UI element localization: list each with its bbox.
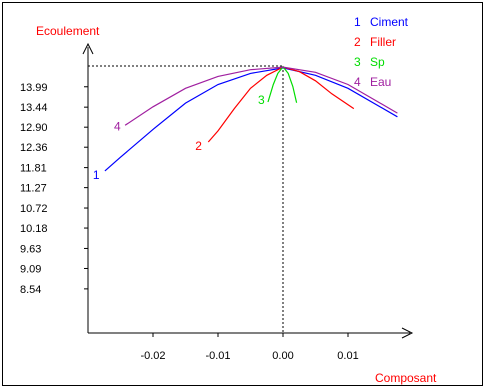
legend-id: 2 <box>354 35 361 49</box>
y-tick-label: 11.81 <box>20 163 47 175</box>
x-axis-label: Composant <box>375 371 437 385</box>
x-tick-label: 0.00 <box>272 350 293 362</box>
chart-frame <box>2 2 483 386</box>
legend-id: 4 <box>354 75 361 89</box>
legend-label: Sp <box>370 55 385 69</box>
y-tick-label: 9.63 <box>20 243 41 255</box>
y-tick-label: 10.72 <box>20 203 48 215</box>
series-line-filler <box>207 66 355 143</box>
y-tick-label: 10.18 <box>20 223 48 235</box>
series-line-eau <box>124 66 398 126</box>
y-tick-label: 8.54 <box>20 284 41 296</box>
series-end-labels: 1 2 3 4 <box>93 93 265 182</box>
y-tick-label: 12.90 <box>20 122 48 134</box>
axes <box>82 42 414 339</box>
legend-label: Eau <box>370 75 391 89</box>
y-tick-label: 13.44 <box>20 102 48 114</box>
legend: 1 Ciment 2 Filler 3 Sp 4 Eau <box>354 15 409 89</box>
y-tick-label: 11.27 <box>20 183 47 195</box>
y-tick-label: 12.36 <box>20 142 48 154</box>
y-tick-label: 13.99 <box>20 82 48 94</box>
series-end-label: 3 <box>258 93 265 107</box>
x-axis-arrow <box>401 327 414 339</box>
series-end-label: 2 <box>195 139 202 153</box>
x-ticks: -0.02 -0.01 0.00 0.01 <box>140 333 359 362</box>
series-group <box>104 65 398 172</box>
series-end-label: 4 <box>114 119 121 133</box>
x-tick-label: 0.01 <box>337 350 358 362</box>
legend-id: 3 <box>354 55 361 69</box>
y-axis-label: Ecoulement <box>36 24 100 38</box>
legend-label: Filler <box>370 35 396 49</box>
x-tick-label: -0.02 <box>140 350 165 362</box>
y-axis-arrow <box>82 42 94 55</box>
y-tick-label: 9.09 <box>20 263 41 275</box>
legend-label: Ciment <box>370 15 409 29</box>
reference-lines <box>88 65 284 333</box>
series-end-label: 1 <box>93 168 100 182</box>
legend-id: 1 <box>354 15 361 29</box>
x-tick-label: -0.01 <box>205 350 230 362</box>
series-line-ciment <box>104 67 398 172</box>
y-ticks: 13.99 13.44 12.90 12.36 11.81 11.27 10.72 10.18… <box>20 82 88 296</box>
